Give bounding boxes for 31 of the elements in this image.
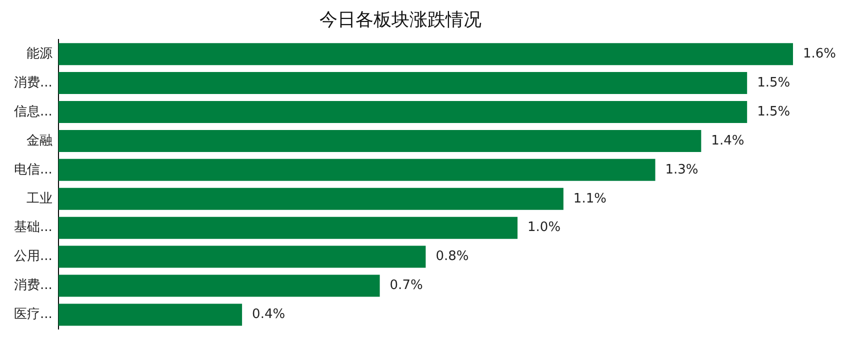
bar <box>58 130 702 152</box>
y-tick-label: 基础... <box>14 220 52 236</box>
data-label: 1.4% <box>711 133 744 148</box>
y-tick-label: 消费... <box>14 75 52 90</box>
data-label: 0.4% <box>252 307 286 322</box>
bar <box>58 274 380 297</box>
bar <box>58 246 426 268</box>
y-tick-label: 能源 <box>26 46 52 62</box>
bar <box>58 304 242 326</box>
data-label: 1.3% <box>665 162 698 178</box>
data-label: 1.1% <box>573 191 606 206</box>
bar <box>58 43 793 66</box>
chart-title: 今日各板块涨跌情况 <box>320 9 482 30</box>
y-tick-label: 金融 <box>26 133 52 148</box>
y-tick-label: 工业 <box>26 191 52 206</box>
data-label: 0.8% <box>436 249 469 264</box>
data-label: 1.5% <box>757 104 790 120</box>
y-tick-label: 电信... <box>14 162 52 178</box>
data-label: 1.6% <box>803 46 836 62</box>
bar <box>58 216 518 239</box>
y-tick-label: 消费... <box>14 278 52 294</box>
bar <box>58 100 748 124</box>
data-label: 1.5% <box>757 75 790 90</box>
bar <box>58 72 748 94</box>
y-tick-label: 信息... <box>14 104 52 120</box>
data-label: 0.7% <box>390 278 423 294</box>
bar <box>58 188 564 210</box>
data-label: 1.0% <box>528 220 561 236</box>
y-tick-label: 医疗... <box>14 307 52 322</box>
y-tick-label: 公用... <box>14 249 52 264</box>
bar <box>58 158 656 181</box>
